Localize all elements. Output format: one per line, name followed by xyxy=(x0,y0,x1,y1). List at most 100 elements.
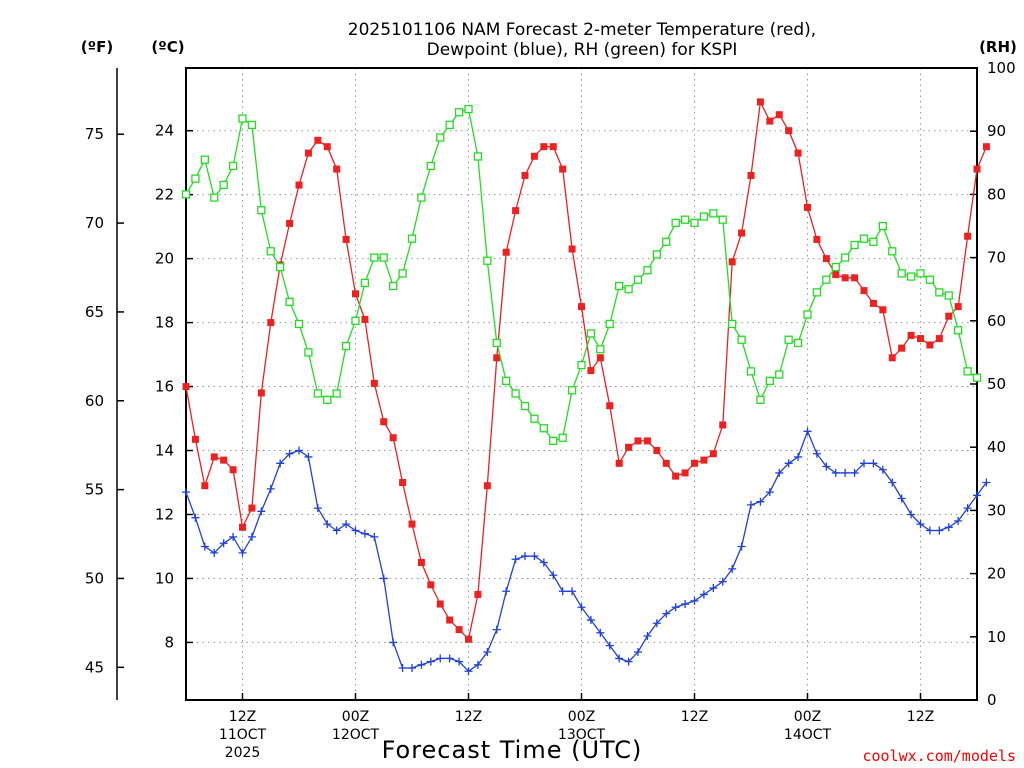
temperature-point xyxy=(483,482,491,490)
temperature-point xyxy=(549,143,557,151)
dewpoint-point xyxy=(822,462,831,471)
rh-point xyxy=(737,335,746,344)
temperature-point xyxy=(370,379,378,387)
rh-point xyxy=(615,281,624,291)
x-tick-label: 00Z xyxy=(342,709,369,725)
temperature-point xyxy=(427,581,435,589)
rh-point xyxy=(662,237,671,246)
temperature-point xyxy=(559,165,567,173)
dewpoint-point xyxy=(794,452,803,461)
dewpoint-point xyxy=(888,478,897,487)
rh-point xyxy=(436,133,445,142)
rh-point xyxy=(699,212,709,221)
rh-point xyxy=(972,373,982,382)
temperature-point xyxy=(229,466,237,474)
dewpoint-point xyxy=(982,478,991,487)
temperature-point xyxy=(728,258,736,266)
dewpoint-point xyxy=(935,526,944,535)
temperature-point xyxy=(756,98,764,106)
rh-point xyxy=(266,247,275,256)
dewpoint-point xyxy=(634,648,642,657)
temperature-point xyxy=(869,299,877,307)
axis-ticks: 12Z 11OCT 2025 00Z 12OCT 12Z 00Z 13OCT 12Z 00Z 14O… xyxy=(85,59,1016,761)
temperature-point xyxy=(239,523,246,531)
rh-tick-label: 50 xyxy=(987,375,1006,393)
dewpoint-point xyxy=(568,587,577,596)
dewpoint-point xyxy=(445,654,454,663)
temperature-point xyxy=(672,472,680,480)
rh-point xyxy=(200,155,209,164)
rh-point xyxy=(219,180,228,190)
dewpoint-point xyxy=(342,520,351,529)
rh-point xyxy=(520,401,530,411)
x-tick-label: 12OCT xyxy=(332,727,380,743)
temperature-point xyxy=(248,504,256,512)
rh-point xyxy=(417,193,426,202)
rh-point xyxy=(313,389,322,398)
temperature-point xyxy=(973,165,981,173)
temperature-point xyxy=(295,181,303,189)
rh-point xyxy=(746,367,756,376)
rh-point xyxy=(812,288,822,297)
rh-tick-label: 20 xyxy=(987,565,1006,583)
dewpoint-point xyxy=(916,520,925,529)
dewpoint-point xyxy=(831,468,840,477)
temperature-point xyxy=(879,306,887,314)
dewpoint-point xyxy=(332,526,341,535)
temperature-point xyxy=(766,117,774,125)
rh-point xyxy=(596,345,605,354)
dewpoint-point xyxy=(191,513,200,522)
temperature-point xyxy=(738,229,746,237)
temperature-point xyxy=(888,354,896,362)
temperature-point xyxy=(945,312,953,320)
rh-point xyxy=(398,269,407,278)
rh-tick-label: 80 xyxy=(987,185,1006,203)
celsius-tick-label: 12 xyxy=(155,505,174,523)
temperature-point xyxy=(700,456,708,464)
temperature-point xyxy=(493,354,501,362)
temperature-point xyxy=(446,616,454,624)
rh-point xyxy=(728,319,737,329)
temperature-point xyxy=(568,245,576,253)
dewpoint-point xyxy=(229,532,238,541)
dewpoint-point xyxy=(219,539,228,548)
rh-point xyxy=(803,310,812,319)
celsius-tick-label: 24 xyxy=(155,122,174,140)
dewpoint-point xyxy=(907,510,916,519)
x-tick-label: 2025 xyxy=(225,745,261,761)
dewpoint-point xyxy=(266,484,275,493)
temperature-line xyxy=(185,99,987,641)
rh-point xyxy=(850,240,859,250)
dewpoint-point xyxy=(615,654,624,663)
dewpoint-point xyxy=(351,526,360,535)
temperature-point xyxy=(540,143,548,151)
rh-point xyxy=(633,275,643,284)
x-axis-label: Forecast Time (UTC) xyxy=(382,736,643,764)
temperature-point xyxy=(596,354,604,362)
rh-point xyxy=(925,275,935,284)
temperature-point xyxy=(813,235,821,243)
dewpoint-point xyxy=(671,603,680,612)
celsius-tick-label: 14 xyxy=(155,442,174,460)
temperature-point xyxy=(634,437,642,445)
dewpoint-point xyxy=(323,520,332,529)
temperature-point xyxy=(474,590,482,598)
temperature-point xyxy=(907,331,915,339)
temperature-point xyxy=(860,287,868,295)
temperature-point xyxy=(625,443,633,451)
temperature-point xyxy=(455,626,463,634)
temperature-point xyxy=(775,111,783,119)
temperature-point xyxy=(587,367,595,375)
temperature-point xyxy=(653,447,661,455)
rh-point xyxy=(492,338,501,348)
temperature-point xyxy=(747,171,755,179)
dewpoint-point xyxy=(963,504,972,513)
temperature-point xyxy=(794,149,802,157)
dewpoint-line xyxy=(185,429,987,673)
rh-tick-label: 40 xyxy=(987,438,1006,456)
rh-point xyxy=(690,218,699,227)
fahrenheit-tick-label: 50 xyxy=(85,569,104,587)
dewpoint-point xyxy=(521,552,529,561)
dewpoint-point xyxy=(944,523,953,532)
